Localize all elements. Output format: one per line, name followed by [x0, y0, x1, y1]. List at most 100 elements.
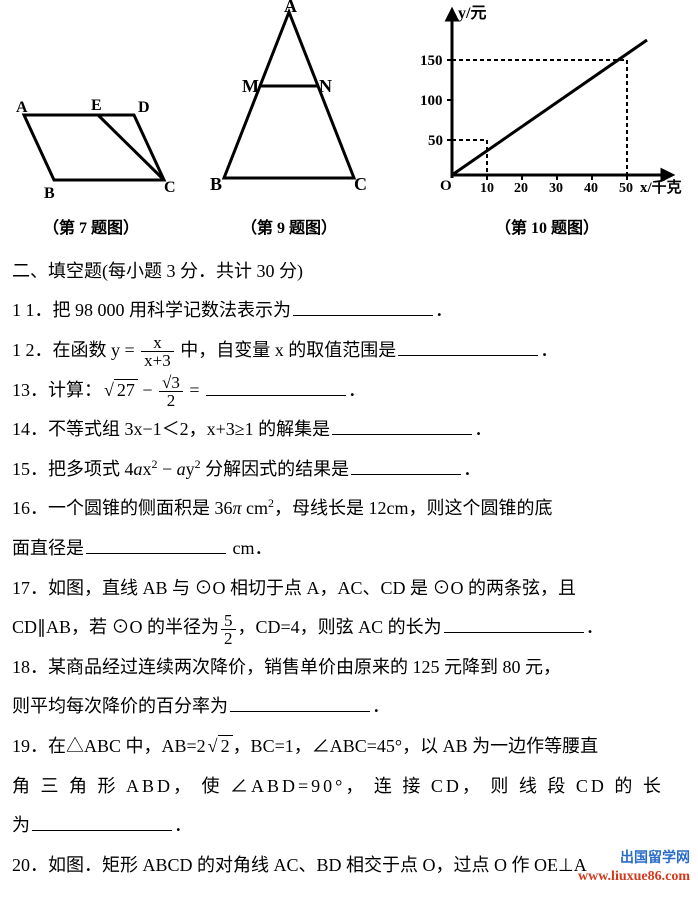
q15-post: ．	[463, 459, 481, 479]
q17-l1: 如图，直线 AB 与 ⊙O 相切于点 A，AC、CD 是 ⊙O 的两条弦，且	[48, 578, 576, 598]
fig10-xtick-40: 40	[584, 181, 598, 196]
q16: 16．一个圆锥的侧面积是 36π cm2，母线长是 12cm，则这个圆锥的底	[12, 489, 686, 529]
fig7-label-B: B	[44, 185, 55, 200]
q14-blank	[332, 416, 472, 435]
q16-num: 16．	[12, 498, 48, 518]
q12-num: 1 2．	[12, 340, 53, 360]
fig9-svg: A M N B C	[204, 0, 374, 200]
q14-text: 不等式组 3x−1＜2，x+3≥1 的解集是	[48, 419, 330, 439]
q16-l2post: cm．	[228, 538, 273, 558]
q19-l3pre: 为	[12, 815, 30, 835]
q16-l1pre: 一个圆锥的侧面积是 36	[48, 498, 233, 518]
q13-post: ．	[348, 380, 366, 400]
q15-y: y	[186, 459, 195, 479]
q14-num: 14．	[12, 419, 48, 439]
figure-7: A E D B C （第 7 题图）	[6, 70, 176, 246]
q15-num: 15．	[12, 459, 48, 479]
q17-line2: CD∥AB，若 ⊙O 的半径为52，CD=4，则弦 AC 的长为 ．	[12, 608, 686, 648]
fig10-xtick-50: 50	[619, 181, 633, 196]
q13-blank	[206, 377, 346, 396]
q17-l2pre: CD∥AB，若 ⊙O 的半径为	[12, 617, 219, 637]
fig7-label-A: A	[16, 99, 28, 116]
q15-mid: 分解因式的结果是	[201, 459, 350, 479]
q12-post: ．	[540, 340, 558, 360]
q13-num: 13．	[12, 380, 48, 400]
q18-l1: 某商品经过连续两次降价，销售单价由原来的 125 元降到 80 元，	[48, 657, 561, 677]
fig9-label-C: C	[354, 174, 367, 194]
figures-row: A E D B C （第 7 题图） A M N B C （第 9 题图）	[0, 0, 698, 246]
q12-mid: 中，自变量 x 的取值范围是	[176, 340, 397, 360]
fig10-xtick-30: 30	[549, 181, 563, 196]
q11-post: ．	[435, 300, 453, 320]
q14-post: ．	[474, 419, 492, 439]
q11-blank	[293, 297, 433, 316]
q11-pre: 把 98 000 用科学记数法表示为	[53, 300, 292, 320]
q16-unit1: cm	[242, 498, 269, 518]
q19-line1: 19．在△ABC 中，AB=22，BC=1，∠ABC=45°，以 AB 为一边作…	[12, 727, 686, 767]
fig9-caption: （第 9 题图）	[204, 211, 374, 246]
q19-line3: 为．	[12, 806, 686, 846]
q19-post: ．	[174, 815, 192, 835]
fig7-label-D: D	[138, 99, 150, 116]
figure-10: y/元 150 100 50 O 10 20 30 40 50 x/千克 （第 …	[402, 0, 692, 246]
fig10-ytick-150: 150	[420, 53, 443, 69]
fig9-label-B: B	[210, 174, 222, 194]
watermark-text2: www.liuxue86.com	[578, 862, 690, 893]
q18-line1: 18．某商品经过连续两次降价，销售单价由原来的 125 元降到 80 元，	[12, 648, 686, 688]
q12-frac: xx+3	[141, 334, 174, 369]
fig10-caption: （第 10 题图）	[402, 211, 692, 246]
fig9-label-N: N	[319, 76, 332, 96]
q15-blank	[351, 456, 461, 475]
q19-line2: 角 三 角 形 ABD， 使 ∠ABD=90°， 连 接 CD， 则 线 段 C…	[12, 767, 686, 807]
q16-l2pre: 面直径是	[12, 538, 84, 558]
q14: 14．不等式组 3x−1＜2，x+3≥1 的解集是 ．	[12, 410, 686, 450]
q17-line1: 17．如图，直线 AB 与 ⊙O 相切于点 A，AC、CD 是 ⊙O 的两条弦，…	[12, 569, 686, 609]
q13-frac: √32	[159, 374, 183, 409]
q20-text: 如图．矩形 ABCD 的对角线 AC、BD 相交于点 O，过点 O 作 OE⊥A	[48, 855, 587, 875]
q12-lhs: y =	[111, 340, 135, 360]
q16-pi: π	[233, 498, 242, 518]
q19-num: 19．	[12, 736, 48, 756]
q15: 15．把多项式 4ax2 − ay2 分解因式的结果是．	[12, 450, 686, 490]
q15-a1: a	[134, 459, 143, 479]
q13-eq: =	[185, 380, 204, 400]
q15-x: x	[143, 459, 152, 479]
q16-l1mid: ，母线长是 12cm，则这个圆锥的底	[274, 498, 553, 518]
q16-blank	[86, 535, 226, 554]
q13: 13．计算：27 − √32 = ．	[12, 371, 686, 411]
q18-l2pre: 则平均每次降价的百分率为	[12, 696, 228, 716]
q18-post: ．	[372, 696, 390, 716]
figure-9: A M N B C （第 9 题图）	[204, 0, 374, 246]
fig10-ytick-50: 50	[428, 133, 443, 149]
q17-l2mid: ，CD=4，则弦 AC 的长为	[238, 617, 442, 637]
q19-l1pre: 在△ABC 中，AB=2	[48, 736, 206, 756]
q19-blank	[32, 812, 172, 831]
q15-a2: a	[177, 459, 186, 479]
q15-pre: 把多项式 4	[48, 459, 134, 479]
fig10-origin: O	[440, 178, 452, 194]
fig9-label-A: A	[284, 0, 297, 16]
q17-num: 17．	[12, 578, 48, 598]
q11: 1 1．把 98 000 用科学记数法表示为 ．	[12, 291, 686, 331]
fig7-caption: （第 7 题图）	[6, 211, 176, 246]
q17-blank	[444, 614, 584, 633]
q12-blank	[398, 337, 538, 356]
fig7-label-E: E	[91, 97, 102, 114]
fig10-ytick-100: 100	[420, 93, 443, 109]
q12-pre: 在函数	[53, 340, 112, 360]
fig10-xtick-10: 10	[480, 181, 494, 196]
q11-num: 1 1．	[12, 300, 53, 320]
q18-blank	[230, 693, 370, 712]
q16-line2: 面直径是 cm．	[12, 529, 686, 569]
q13-sqrt: 27	[102, 371, 138, 411]
q13-pre: 计算：	[48, 380, 102, 400]
q20-num: 20．	[12, 855, 48, 875]
q19-sqrt: 2	[206, 727, 233, 767]
content-area: 二、填空题(每小题 3 分．共计 30 分) 1 1．把 98 000 用科学记…	[0, 252, 698, 902]
q12: 1 2．在函数 y = xx+3 中，自变量 x 的取值范围是 ．	[12, 331, 686, 371]
q17-post: ．	[586, 617, 604, 637]
q17-frac: 52	[221, 612, 236, 647]
fig7-svg: A E D B C	[6, 70, 176, 200]
fig7-label-C: C	[164, 179, 176, 196]
fig9-label-M: M	[242, 76, 259, 96]
